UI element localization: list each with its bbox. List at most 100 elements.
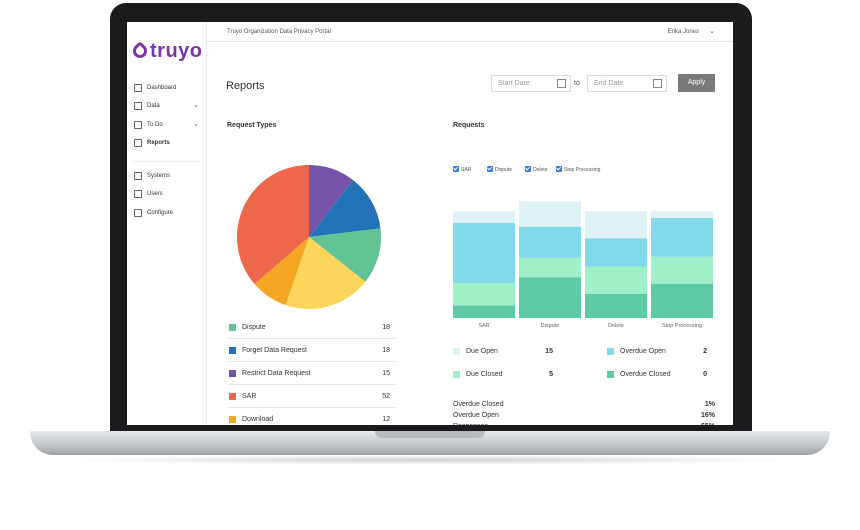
stat-value: 1% <box>704 401 715 408</box>
bar-segment-due-open <box>519 201 581 227</box>
laptop-notch <box>375 431 485 438</box>
legend-label: Restrict Data Request <box>242 370 311 377</box>
calendar-icon[interactable] <box>557 79 566 88</box>
logo-text: truyo <box>150 40 203 62</box>
status-legend-item: Due Open 15 <box>453 346 553 358</box>
page-title: Reports <box>226 80 265 92</box>
legend-row: SAR 52 <box>228 385 396 408</box>
legend-count: 18 <box>382 324 390 331</box>
start-date-input[interactable]: Start Date <box>491 75 571 92</box>
status-label: Overdue Closed <box>620 371 671 378</box>
sidebar-item-label: Dashboard <box>147 85 177 91</box>
sidebar-divider <box>133 161 201 162</box>
apply-button[interactable]: Apply <box>678 74 715 92</box>
legend-swatch <box>229 347 236 354</box>
chart-icon <box>134 139 142 147</box>
topbar: Truyo Organization Data Privacy Portal E… <box>207 22 733 42</box>
requests-stacked-bar-chart: SAR Dispute Delete Stop Processing <box>453 201 713 329</box>
end-date-placeholder: End Date <box>594 80 624 87</box>
legend-swatch <box>229 416 236 423</box>
checkbox-checked-icon[interactable] <box>556 166 562 172</box>
status-legend-item: Overdue Open 2 <box>607 346 707 358</box>
filter-checkbox-sar[interactable]: SAR <box>453 166 471 173</box>
filter-checkbox-label: SAR <box>461 167 472 173</box>
bar-segment-overdue-open <box>651 217 713 257</box>
chevron-down-icon[interactable]: ⌄ <box>193 121 199 128</box>
bar-segment-due-closed <box>585 293 647 318</box>
x-tick-label: Delete <box>608 323 624 329</box>
pie-slice-download <box>254 237 309 306</box>
sidebar-item-configure[interactable]: Configure <box>127 205 207 222</box>
filter-checkbox-stop-processing[interactable]: Stop Processing <box>556 166 600 173</box>
checkbox-checked-icon[interactable] <box>525 166 531 172</box>
sliders-icon <box>134 209 142 217</box>
checkbox-checked-icon[interactable] <box>487 166 493 172</box>
laptop-screen: truyo Dashboard Data ⌄ To Do ⌄ Reports Systems… <box>127 22 733 425</box>
bar-segment-due-closed <box>651 284 713 318</box>
bar-segment-overdue-closed <box>519 257 581 278</box>
sidebar-item-systems[interactable]: Systems <box>127 168 207 185</box>
sidebar-item-users[interactable]: Users <box>127 186 207 203</box>
chevron-down-icon[interactable]: ⌄ <box>709 28 715 35</box>
legend-swatch <box>229 324 236 331</box>
stat-row: Overdue Closed 1% <box>453 401 715 411</box>
sidebar-item-data[interactable]: Data ⌄ <box>127 98 207 115</box>
filter-checkbox-label: Dispute <box>495 167 512 173</box>
sidebar-item-label: Users <box>147 191 163 197</box>
chevron-down-icon[interactable]: ⌄ <box>193 102 199 109</box>
status-legend-item: Due Closed 5 <box>453 369 553 381</box>
sidebar-item-reports[interactable]: Reports <box>127 135 207 152</box>
truyo-logo[interactable]: truyo <box>130 40 203 63</box>
calendar-icon[interactable] <box>653 79 662 88</box>
legend-label: SAR <box>242 393 257 400</box>
x-tick-label: SAR <box>478 323 489 329</box>
request-types-title: Request Types <box>227 122 277 129</box>
sidebar-item-label: To Do <box>147 122 163 128</box>
status-count: 15 <box>545 348 553 355</box>
checkbox-checked-icon[interactable] <box>453 166 459 172</box>
bar-segment-overdue-closed <box>585 266 647 294</box>
date-range-separator: to <box>574 80 580 87</box>
stat-row: Responses 65% <box>453 423 715 425</box>
logo-mark-icon <box>130 41 150 61</box>
bar-segment-overdue-closed <box>651 256 713 284</box>
users-icon <box>134 190 142 198</box>
status-swatch <box>453 371 460 378</box>
legend-count: 12 <box>382 416 390 423</box>
sidebar: truyo Dashboard Data ⌄ To Do ⌄ Reports Systems… <box>127 22 207 425</box>
grid-icon <box>134 84 142 92</box>
user-name[interactable]: Erika Jones <box>667 29 699 35</box>
legend-count: 18 <box>382 347 390 354</box>
bar-segment-overdue-open <box>519 226 581 258</box>
stat-label: Overdue Closed <box>453 401 504 408</box>
sidebar-item-label: Data <box>147 103 160 109</box>
pie-slice-restrict-data-request <box>309 165 354 237</box>
end-date-input[interactable]: End Date <box>587 75 667 92</box>
pie-slice-dispute <box>309 228 381 282</box>
start-date-placeholder: Start Date <box>498 80 530 87</box>
status-label: Due Closed <box>466 371 503 378</box>
legend-row: Forget Data Request 18 <box>228 339 396 362</box>
sidebar-item-to-do[interactable]: To Do ⌄ <box>127 117 207 134</box>
sidebar-item-dashboard[interactable]: Dashboard <box>127 80 207 97</box>
status-swatch <box>607 371 614 378</box>
legend-count: 52 <box>382 393 390 400</box>
bar-segment-overdue-open <box>585 238 647 267</box>
filter-checkbox-dispute[interactable]: Dispute <box>487 166 512 173</box>
sitemap-icon <box>134 172 142 180</box>
status-swatch <box>453 348 460 355</box>
checkbox-icon <box>134 121 142 129</box>
sidebar-item-label: Systems <box>147 173 171 179</box>
laptop-shadow <box>60 455 800 465</box>
legend-row: Restrict Data Request 15 <box>228 362 396 385</box>
legend-label: Download <box>242 416 274 423</box>
bar-segment-due-open <box>585 211 647 239</box>
stat-label: Responses <box>453 423 488 425</box>
requests-title: Requests <box>453 122 485 129</box>
bar-segment-due-closed <box>453 305 515 318</box>
status-legend-item: Overdue Closed 0 <box>607 369 707 381</box>
legend-swatch <box>229 370 236 377</box>
filter-checkbox-delete[interactable]: Delete <box>525 166 547 173</box>
request-types-pie-chart <box>237 165 381 309</box>
